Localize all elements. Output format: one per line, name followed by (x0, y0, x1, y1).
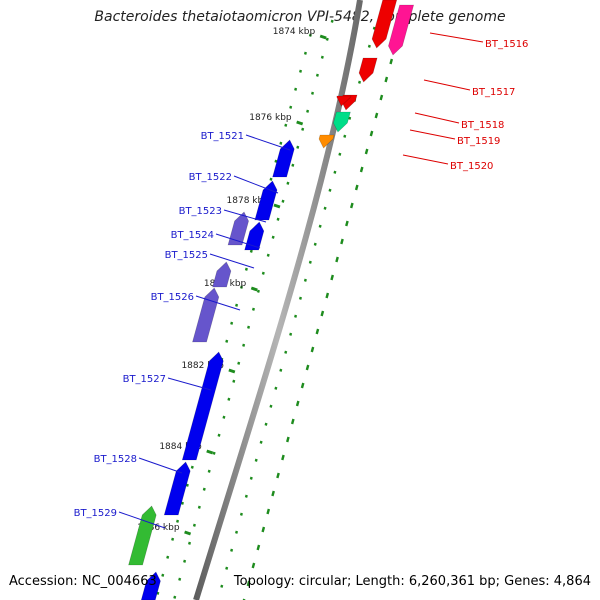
gene-label[interactable]: BT_1522 (189, 172, 232, 183)
gene-bt-1520[interactable] (318, 134, 335, 149)
gene-label[interactable]: BT_1520 (450, 161, 493, 172)
scale-tick (273, 203, 281, 209)
gene-bt-1529[interactable] (128, 505, 157, 566)
gene-label[interactable]: BT_1529 (74, 508, 117, 519)
scale-tick-label: 1886 kbp (137, 523, 180, 533)
scale-tick-label: 1876 kbp (249, 113, 292, 123)
label-leader-line (245, 134, 291, 151)
label-leader-line (138, 457, 183, 474)
scale-tick-label: 1884 kbp (159, 442, 202, 452)
scale-tick (206, 449, 214, 455)
scale-tick-label: 1878 kbp (227, 196, 270, 206)
gc-content-dots (156, 19, 398, 600)
label-leader-line (223, 209, 267, 223)
label-leader-line (414, 112, 460, 124)
accession-text: Accession: NC_004663 (9, 574, 157, 589)
scale-tick-label: 1874 kbp (273, 27, 316, 37)
gene-label[interactable]: BT_1525 (165, 250, 208, 261)
gene-arrow-partial[interactable] (371, 0, 398, 49)
label-leader-line (167, 377, 212, 391)
label-leader-line (209, 253, 255, 269)
scale-tick (250, 286, 258, 292)
scale-tick (228, 368, 236, 374)
gene-arrow-partial[interactable] (140, 571, 161, 600)
gene-label[interactable]: BT_1519 (457, 136, 500, 147)
gene-arrow-partial[interactable] (336, 95, 352, 107)
label-leader-line (233, 175, 279, 194)
gene-label[interactable]: BT_1521 (201, 131, 244, 142)
genome-backbone (193, 0, 363, 600)
scale-tick-label: 1882 kbp (181, 361, 224, 371)
gene-bt-1528[interactable] (163, 461, 191, 516)
gene-bt-1524[interactable] (244, 221, 265, 251)
gene-bt-1525[interactable] (212, 261, 232, 288)
label-leader-line (409, 129, 456, 140)
gene-labels: BT_1521 BT_1522 BT_1523 BT_1524 BT_1525 BT_15… (74, 32, 528, 529)
label-leader-line (215, 233, 261, 249)
label-leader-line (118, 511, 166, 529)
gene-bt-1519[interactable] (333, 111, 351, 133)
gene-label[interactable]: BT_1526 (151, 292, 194, 303)
gene-label[interactable]: BT_1528 (94, 454, 137, 465)
gene-label[interactable]: BT_1523 (179, 206, 222, 217)
gene-bt-1516[interactable] (388, 4, 415, 56)
gene-label[interactable]: BT_1524 (171, 230, 214, 241)
label-leader-line (402, 154, 449, 165)
gene-label[interactable]: BT_1516 (485, 39, 528, 50)
label-leader-line (423, 79, 471, 91)
gene-label[interactable]: BT_1527 (123, 374, 166, 385)
scale-tick (296, 120, 304, 126)
gene-bt-1527[interactable] (181, 351, 224, 461)
gene-label[interactable]: BT_1517 (472, 87, 515, 98)
scale-tick (184, 530, 192, 536)
scale-tick (319, 34, 327, 40)
gene-bt-1517[interactable] (358, 57, 378, 83)
label-leader-line (195, 295, 241, 311)
genome-summary-text: Topology: circular; Length: 6,260,361 bp… (233, 574, 591, 589)
label-leader-line (429, 32, 484, 43)
gene-bt-1523[interactable] (227, 211, 249, 246)
gene-label[interactable]: BT_1518 (461, 120, 504, 131)
